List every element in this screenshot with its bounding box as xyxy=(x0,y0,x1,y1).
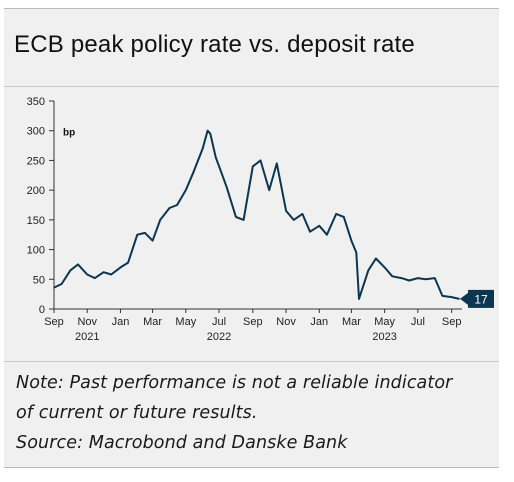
data-point xyxy=(110,273,112,276)
data-point xyxy=(226,186,228,188)
data-point xyxy=(408,279,410,282)
data-point xyxy=(144,232,146,234)
data-point xyxy=(350,240,353,242)
x-tick-label: Jan xyxy=(310,316,328,328)
y-tick-label: 250 xyxy=(27,155,45,167)
x-tick-label: Jul xyxy=(411,316,425,328)
series-line xyxy=(53,129,460,300)
data-point xyxy=(209,133,211,135)
chart-area: 0 50 100 150 200 250 300 350 bp Sep Nov Jan Mar May Ju… xyxy=(4,93,499,363)
y-tick-label: 300 xyxy=(27,126,45,138)
data-point xyxy=(235,216,237,218)
note-line-2: of current or future results. xyxy=(16,403,258,423)
x-tick-label: May xyxy=(175,316,196,328)
y-tick-label: 200 xyxy=(27,185,45,197)
data-point xyxy=(168,207,171,209)
data-point xyxy=(343,216,345,218)
x-tick-label: Sep xyxy=(442,316,462,328)
data-point xyxy=(285,210,287,212)
data-point xyxy=(69,269,71,271)
data-point xyxy=(252,165,254,167)
last-value-box xyxy=(468,289,494,308)
data-point xyxy=(424,278,427,280)
y-tick-label: 0 xyxy=(39,304,45,316)
x-tick-label: Nov xyxy=(276,316,296,328)
data-point xyxy=(367,269,369,271)
data-point xyxy=(192,171,195,173)
data-point xyxy=(159,219,161,221)
data-point xyxy=(77,263,79,266)
data-point xyxy=(202,147,204,150)
source-line: Source: Macrobond and Danske Bank xyxy=(16,433,348,453)
chart-title: ECB peak policy rate vs. deposit rate xyxy=(14,31,415,58)
x-tick-label: Jan xyxy=(112,316,130,328)
data-point xyxy=(242,219,245,221)
data-point xyxy=(293,219,295,221)
data-point xyxy=(441,295,443,297)
last-value-pointer xyxy=(460,292,468,305)
data-point xyxy=(384,266,386,268)
data-point xyxy=(207,130,209,132)
y-tick-label: 150 xyxy=(27,215,45,227)
data-point xyxy=(375,257,377,260)
data-point xyxy=(358,298,360,300)
y-tick-label: 50 xyxy=(33,274,45,286)
y-unit-label: bp xyxy=(63,128,75,139)
data-point xyxy=(215,156,217,159)
y-tick-label: 350 xyxy=(27,96,45,108)
data-point xyxy=(218,165,220,167)
chart-panel: ECB peak policy rate vs. deposit rate 0 5… xyxy=(4,8,499,468)
year-label: 2022 xyxy=(207,331,231,343)
data-point xyxy=(355,251,357,254)
notes-divider xyxy=(4,361,499,362)
data-point xyxy=(276,162,278,164)
data-point xyxy=(136,234,138,236)
x-tick-label: Nov xyxy=(77,316,97,328)
data-point xyxy=(268,189,270,191)
data-point xyxy=(417,277,419,279)
data-point xyxy=(185,189,187,191)
title-divider xyxy=(4,86,499,87)
data-point xyxy=(335,213,337,215)
x-tick-label: Sep xyxy=(243,316,263,328)
data-point xyxy=(151,240,154,242)
x-tick-label: Jul xyxy=(212,316,226,328)
data-point xyxy=(434,277,436,279)
x-tick-label: Mar xyxy=(342,316,361,328)
data-point xyxy=(451,296,453,298)
data-point xyxy=(176,204,178,206)
data-point xyxy=(301,213,303,215)
x-tick-label: Mar xyxy=(143,316,162,328)
data-point xyxy=(458,298,460,300)
x-tick-label: Sep xyxy=(44,316,64,328)
data-point xyxy=(127,262,129,264)
year-label: 2021 xyxy=(75,331,99,343)
year-label: 2023 xyxy=(372,331,396,343)
data-point xyxy=(61,283,63,285)
y-tick-label: 100 xyxy=(27,245,45,257)
data-point xyxy=(53,287,55,289)
data-point xyxy=(309,231,311,233)
data-point xyxy=(86,273,88,276)
data-point xyxy=(94,277,96,279)
data-point xyxy=(259,159,262,162)
data-point xyxy=(119,266,122,268)
note-line-1: Note: Past performance is not a reliable… xyxy=(16,373,453,393)
data-point xyxy=(400,277,403,279)
data-point xyxy=(102,271,105,273)
data-point xyxy=(326,234,328,236)
data-point xyxy=(391,275,393,277)
data-point xyxy=(318,225,320,227)
x-tick-label: May xyxy=(374,316,395,328)
last-value-label: 17 xyxy=(474,292,488,306)
line-chart: 0 50 100 150 200 250 300 350 bp Sep Nov Jan Mar May Ju… xyxy=(27,96,494,343)
